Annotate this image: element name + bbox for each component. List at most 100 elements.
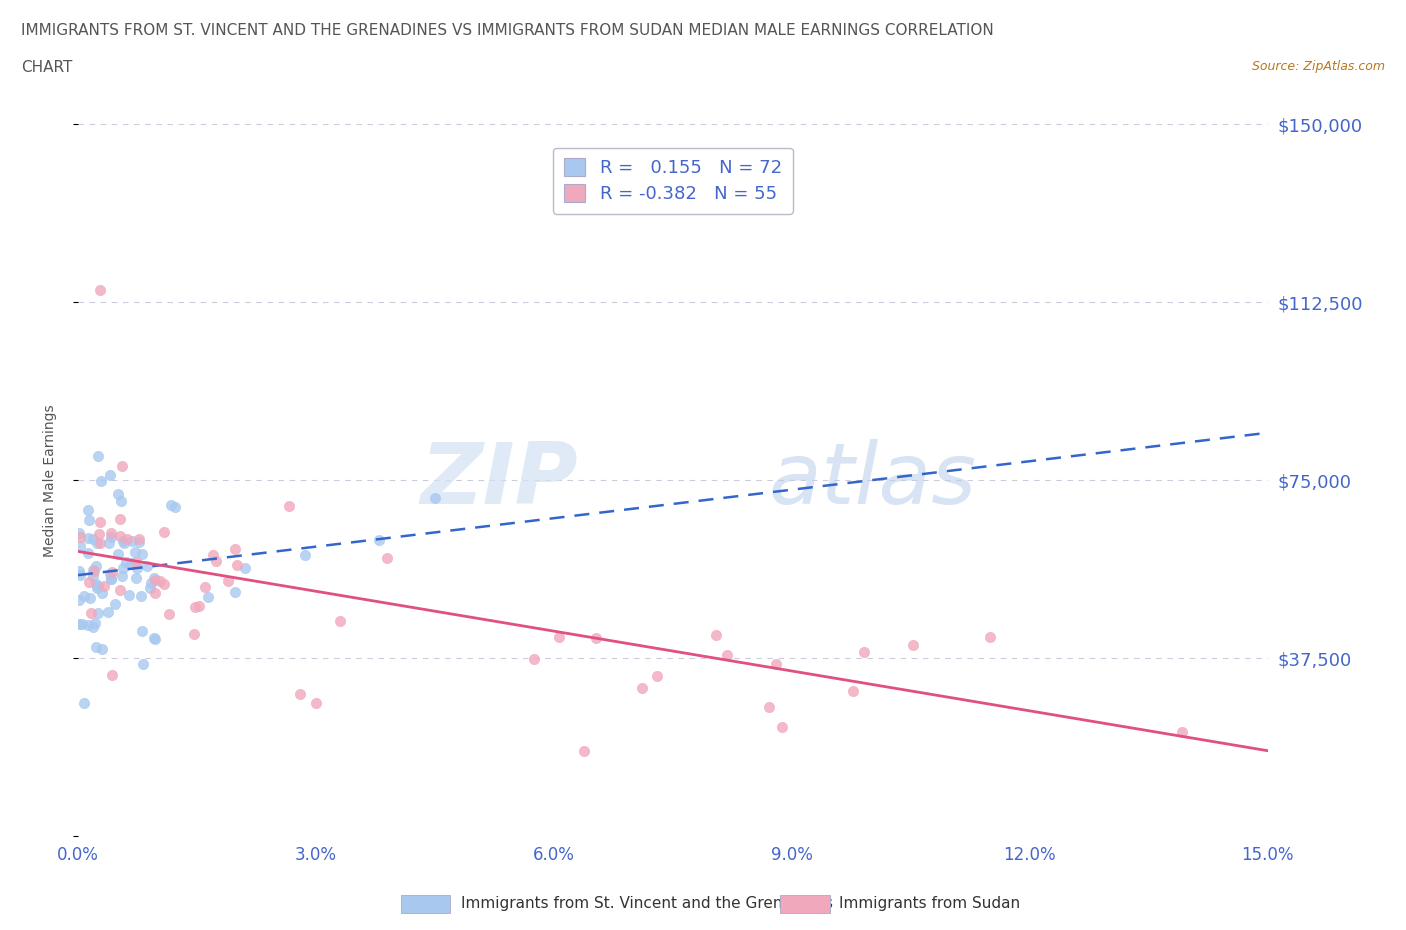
Point [125, 571, 148, 586]
Point [226, 557, 249, 572]
Point [132, 657, 155, 671]
Point [84, 559, 107, 574]
Point [120, 556, 142, 571]
Point [67, 592, 90, 607]
Point [305, 696, 328, 711]
Point [98, 468, 121, 483]
Point [758, 700, 780, 715]
Point [86, 580, 108, 595]
Point [194, 580, 217, 595]
Point [205, 553, 228, 568]
Point [278, 498, 301, 513]
Point [153, 577, 176, 591]
Point [294, 548, 316, 563]
Point [82, 531, 104, 546]
Point [118, 587, 141, 602]
Point [90, 642, 112, 657]
Point [329, 614, 352, 629]
Text: Immigrants from St. Vincent and the Grenadines: Immigrants from St. Vincent and the Gren… [461, 897, 834, 911]
Text: Immigrants from Sudan: Immigrants from Sudan [839, 897, 1021, 911]
Legend: R =   0.155   N = 72, R = -0.382   N = 55: R = 0.155 N = 72, R = -0.382 N = 55 [553, 148, 793, 214]
Point [97, 605, 120, 620]
Point [853, 644, 876, 659]
Point [82, 563, 104, 578]
Point [423, 491, 446, 506]
Point [197, 590, 219, 604]
Point [110, 582, 132, 597]
Point [77, 618, 100, 632]
Point [716, 647, 738, 662]
Point [139, 576, 162, 591]
Point [184, 599, 207, 614]
Point [70, 617, 93, 631]
Point [97, 536, 120, 551]
Point [93, 579, 115, 594]
Point [107, 487, 129, 502]
Text: ZIP: ZIP [420, 439, 578, 522]
Point [77, 546, 100, 561]
Point [86, 640, 108, 655]
Point [704, 628, 727, 643]
Point [770, 720, 793, 735]
Point [143, 585, 166, 600]
Point [100, 529, 122, 544]
Point [131, 547, 153, 562]
Point [127, 561, 149, 576]
Point [87, 449, 110, 464]
Point [121, 534, 143, 549]
Point [235, 561, 257, 576]
Text: CHART: CHART [21, 60, 73, 75]
Point [129, 589, 152, 604]
Point [149, 574, 172, 589]
Point [1171, 724, 1194, 739]
Point [72, 696, 94, 711]
Point [82, 619, 104, 634]
Point [124, 554, 146, 569]
Point [108, 528, 131, 543]
Point [585, 631, 607, 645]
Point [108, 512, 131, 527]
Point [572, 743, 595, 758]
Point [288, 686, 311, 701]
Point [67, 617, 90, 631]
Point [107, 546, 129, 561]
Point [86, 536, 108, 551]
Point [115, 531, 138, 546]
Point [153, 525, 176, 539]
Point [98, 566, 121, 581]
Point [842, 684, 865, 699]
Point [87, 527, 110, 542]
Text: Source: ZipAtlas.com: Source: ZipAtlas.com [1251, 60, 1385, 73]
Point [979, 630, 1001, 644]
Point [630, 681, 652, 696]
Point [101, 668, 124, 683]
Point [101, 565, 124, 579]
Point [77, 503, 100, 518]
Point [67, 564, 90, 578]
Point [100, 572, 122, 587]
Point [188, 599, 211, 614]
Point [523, 651, 546, 666]
Point [375, 551, 398, 565]
Point [83, 564, 105, 578]
Point [90, 585, 112, 600]
Point [548, 630, 571, 644]
Point [367, 532, 389, 547]
Point [100, 572, 122, 587]
Point [89, 535, 111, 550]
Point [217, 574, 239, 589]
Point [110, 494, 132, 509]
Point [76, 531, 98, 546]
Point [80, 605, 103, 620]
Point [765, 657, 787, 671]
Point [159, 607, 181, 622]
Point [124, 544, 146, 559]
Point [111, 458, 134, 473]
Point [143, 631, 166, 645]
Point [131, 624, 153, 639]
Point [103, 596, 125, 611]
Point [69, 568, 91, 583]
Point [165, 499, 187, 514]
Point [112, 561, 135, 576]
Point [136, 559, 159, 574]
